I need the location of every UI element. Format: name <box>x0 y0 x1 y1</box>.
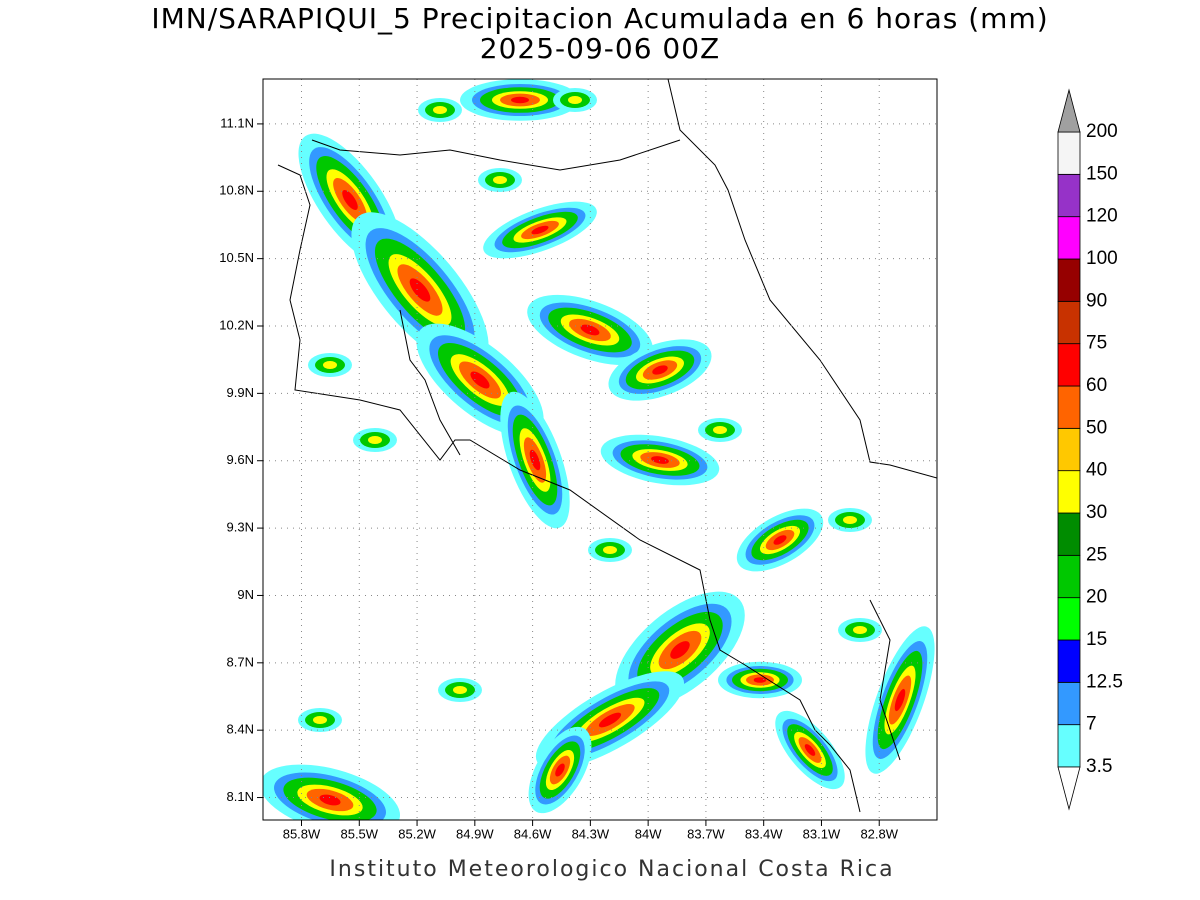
lon-tick-label: 84.9W <box>456 826 494 841</box>
lon-tick-label: 84.3W <box>572 826 610 841</box>
grid <box>263 79 937 820</box>
colorbar-box <box>1057 597 1081 641</box>
colorbar-label: 12.5 <box>1086 671 1123 692</box>
lat-tick-label: 9.9N <box>227 385 254 400</box>
lon-tick-label: 85.8W <box>283 826 321 841</box>
colorbar-label: 100 <box>1086 248 1118 269</box>
lon-tick-label: 85.2W <box>398 826 436 841</box>
colorbar-label: 7 <box>1086 714 1097 735</box>
lon-tick-label: 83.4W <box>745 826 783 841</box>
colorbar-box <box>1057 300 1081 345</box>
colorbar-box <box>1057 343 1081 387</box>
colorbar-label: 75 <box>1086 333 1107 354</box>
lon-tick-label: 84.6W <box>514 826 552 841</box>
colorbar-box <box>1057 512 1081 556</box>
colorbar-label: 3.5 <box>1086 756 1112 777</box>
ticks: 8.1N 8.4N 8.7N 9N 9.3N 9.6N 9.9N 10.2N 10.5N 10.8… <box>219 115 898 841</box>
colorbar-box <box>1057 554 1081 599</box>
coastlines <box>277 79 937 813</box>
colorbar-box <box>1057 681 1081 726</box>
lat-tick-label: 10.2N <box>219 317 254 332</box>
colorbar-label: 20 <box>1086 587 1107 608</box>
map-frame <box>262 78 938 821</box>
colorbar-box <box>1057 216 1081 260</box>
subtitle: 2025-09-06 00Z <box>480 32 720 65</box>
lat-tick-label: 9N <box>237 587 254 602</box>
title: IMN/SARAPIQUI_5 Precipitacion Acumulada … <box>151 2 1048 35</box>
lon-tick-label: 84W <box>635 826 662 841</box>
colorbar-label: 200 <box>1086 121 1118 142</box>
colorbar-label: 30 <box>1086 502 1107 523</box>
colorbar-label: 40 <box>1086 460 1107 481</box>
lon-tick-label: 82.8W <box>860 826 898 841</box>
lat-tick-label: 10.5N <box>219 250 254 265</box>
colorbar-label: 120 <box>1086 206 1118 227</box>
lat-tick-label: 10.8N <box>219 183 254 198</box>
lat-tick-label: 9.6N <box>227 452 254 467</box>
lat-tick-label: 8.7N <box>227 654 254 669</box>
colorbar-box <box>1057 427 1081 472</box>
colorbar-label: 15 <box>1086 629 1107 650</box>
lat-tick-label: 9.3N <box>227 520 254 535</box>
colorbar-box <box>1057 724 1081 768</box>
lat-tick-label: 8.4N <box>227 722 254 737</box>
colorbar-label: 150 <box>1086 163 1118 184</box>
colorbar-label: 90 <box>1086 290 1107 311</box>
colorbar-over <box>1057 88 1081 133</box>
colorbar-box <box>1057 639 1081 683</box>
lat-tick-label: 8.1N <box>227 789 254 804</box>
lon-tick-label: 83.1W <box>803 826 841 841</box>
precipitation-field <box>263 79 937 820</box>
footer: Instituto Meteorologico Nacional Costa R… <box>329 857 894 882</box>
colorbar-under <box>1057 766 1081 811</box>
colorbar-box <box>1057 258 1081 302</box>
colorbar-box <box>1057 131 1081 175</box>
colorbar: 3.5 7 12.5 15 20 25 30 40 50 60 75 90 100 120 150 200 <box>1057 88 1123 811</box>
lat-tick-label: 11.1N <box>220 115 254 130</box>
colorbar-box <box>1057 385 1081 429</box>
colorbar-label: 60 <box>1086 375 1107 396</box>
colorbar-box <box>1057 470 1081 514</box>
lon-tick-label: 83.7W <box>687 826 725 841</box>
lon-tick-label: 85.5W <box>340 826 378 841</box>
colorbar-label: 25 <box>1086 544 1107 565</box>
colorbar-label: 50 <box>1086 417 1107 438</box>
colorbar-box <box>1057 173 1081 218</box>
